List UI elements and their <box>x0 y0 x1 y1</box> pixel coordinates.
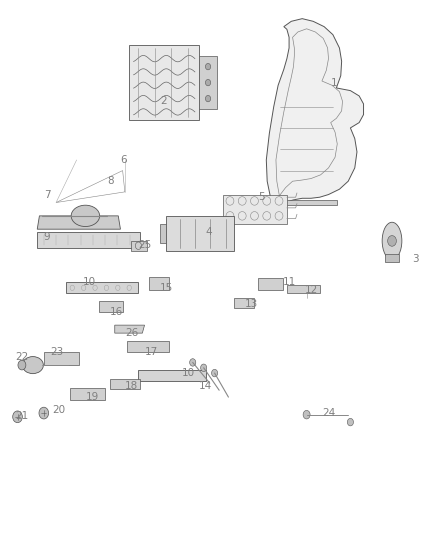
Ellipse shape <box>190 359 196 366</box>
Ellipse shape <box>39 407 49 419</box>
Ellipse shape <box>212 369 218 377</box>
Ellipse shape <box>18 360 26 370</box>
Polygon shape <box>99 301 123 312</box>
Text: 24: 24 <box>322 408 335 418</box>
Ellipse shape <box>13 411 22 423</box>
Text: 15: 15 <box>160 283 173 293</box>
Polygon shape <box>199 56 217 109</box>
Text: 19: 19 <box>85 392 99 402</box>
Text: 23: 23 <box>50 347 64 357</box>
Text: 2: 2 <box>160 96 166 106</box>
Polygon shape <box>44 352 79 365</box>
Text: 8: 8 <box>107 176 114 186</box>
Text: 6: 6 <box>120 155 127 165</box>
Text: 1: 1 <box>331 78 337 87</box>
Polygon shape <box>166 216 234 251</box>
Text: 10: 10 <box>182 368 195 378</box>
Text: 25: 25 <box>138 240 151 250</box>
Text: 16: 16 <box>110 307 123 317</box>
Text: 13: 13 <box>245 299 258 309</box>
Text: 18: 18 <box>125 382 138 391</box>
Polygon shape <box>127 341 169 352</box>
Ellipse shape <box>71 205 99 227</box>
Ellipse shape <box>22 357 43 374</box>
Polygon shape <box>258 278 283 290</box>
Polygon shape <box>37 232 140 248</box>
Ellipse shape <box>205 79 211 86</box>
Text: 14: 14 <box>199 382 212 391</box>
Ellipse shape <box>347 418 353 426</box>
Ellipse shape <box>382 222 402 260</box>
Text: 21: 21 <box>15 411 28 421</box>
Text: 4: 4 <box>206 227 212 237</box>
Polygon shape <box>266 19 364 204</box>
Text: 11: 11 <box>283 278 296 287</box>
Text: 22: 22 <box>15 352 28 362</box>
Text: 26: 26 <box>125 328 138 338</box>
Text: 20: 20 <box>53 406 66 415</box>
Polygon shape <box>385 254 399 262</box>
Text: 3: 3 <box>412 254 418 263</box>
Ellipse shape <box>303 410 310 419</box>
Polygon shape <box>110 379 140 389</box>
Text: 17: 17 <box>145 347 158 357</box>
Polygon shape <box>160 224 166 243</box>
Polygon shape <box>272 200 337 205</box>
Polygon shape <box>37 216 120 229</box>
Text: 7: 7 <box>44 190 50 199</box>
Polygon shape <box>149 277 169 290</box>
Polygon shape <box>131 241 147 251</box>
FancyBboxPatch shape <box>129 45 199 120</box>
Ellipse shape <box>388 236 396 246</box>
Polygon shape <box>138 370 206 381</box>
Polygon shape <box>115 325 145 333</box>
Ellipse shape <box>201 364 207 372</box>
Polygon shape <box>70 388 105 400</box>
Ellipse shape <box>205 95 211 102</box>
Text: 9: 9 <box>44 232 50 242</box>
Text: 10: 10 <box>83 278 96 287</box>
Polygon shape <box>66 282 138 293</box>
Text: 5: 5 <box>258 192 265 202</box>
Polygon shape <box>234 298 254 308</box>
Ellipse shape <box>205 63 211 70</box>
Text: 12: 12 <box>304 286 318 295</box>
Polygon shape <box>287 285 320 293</box>
Polygon shape <box>223 195 287 224</box>
